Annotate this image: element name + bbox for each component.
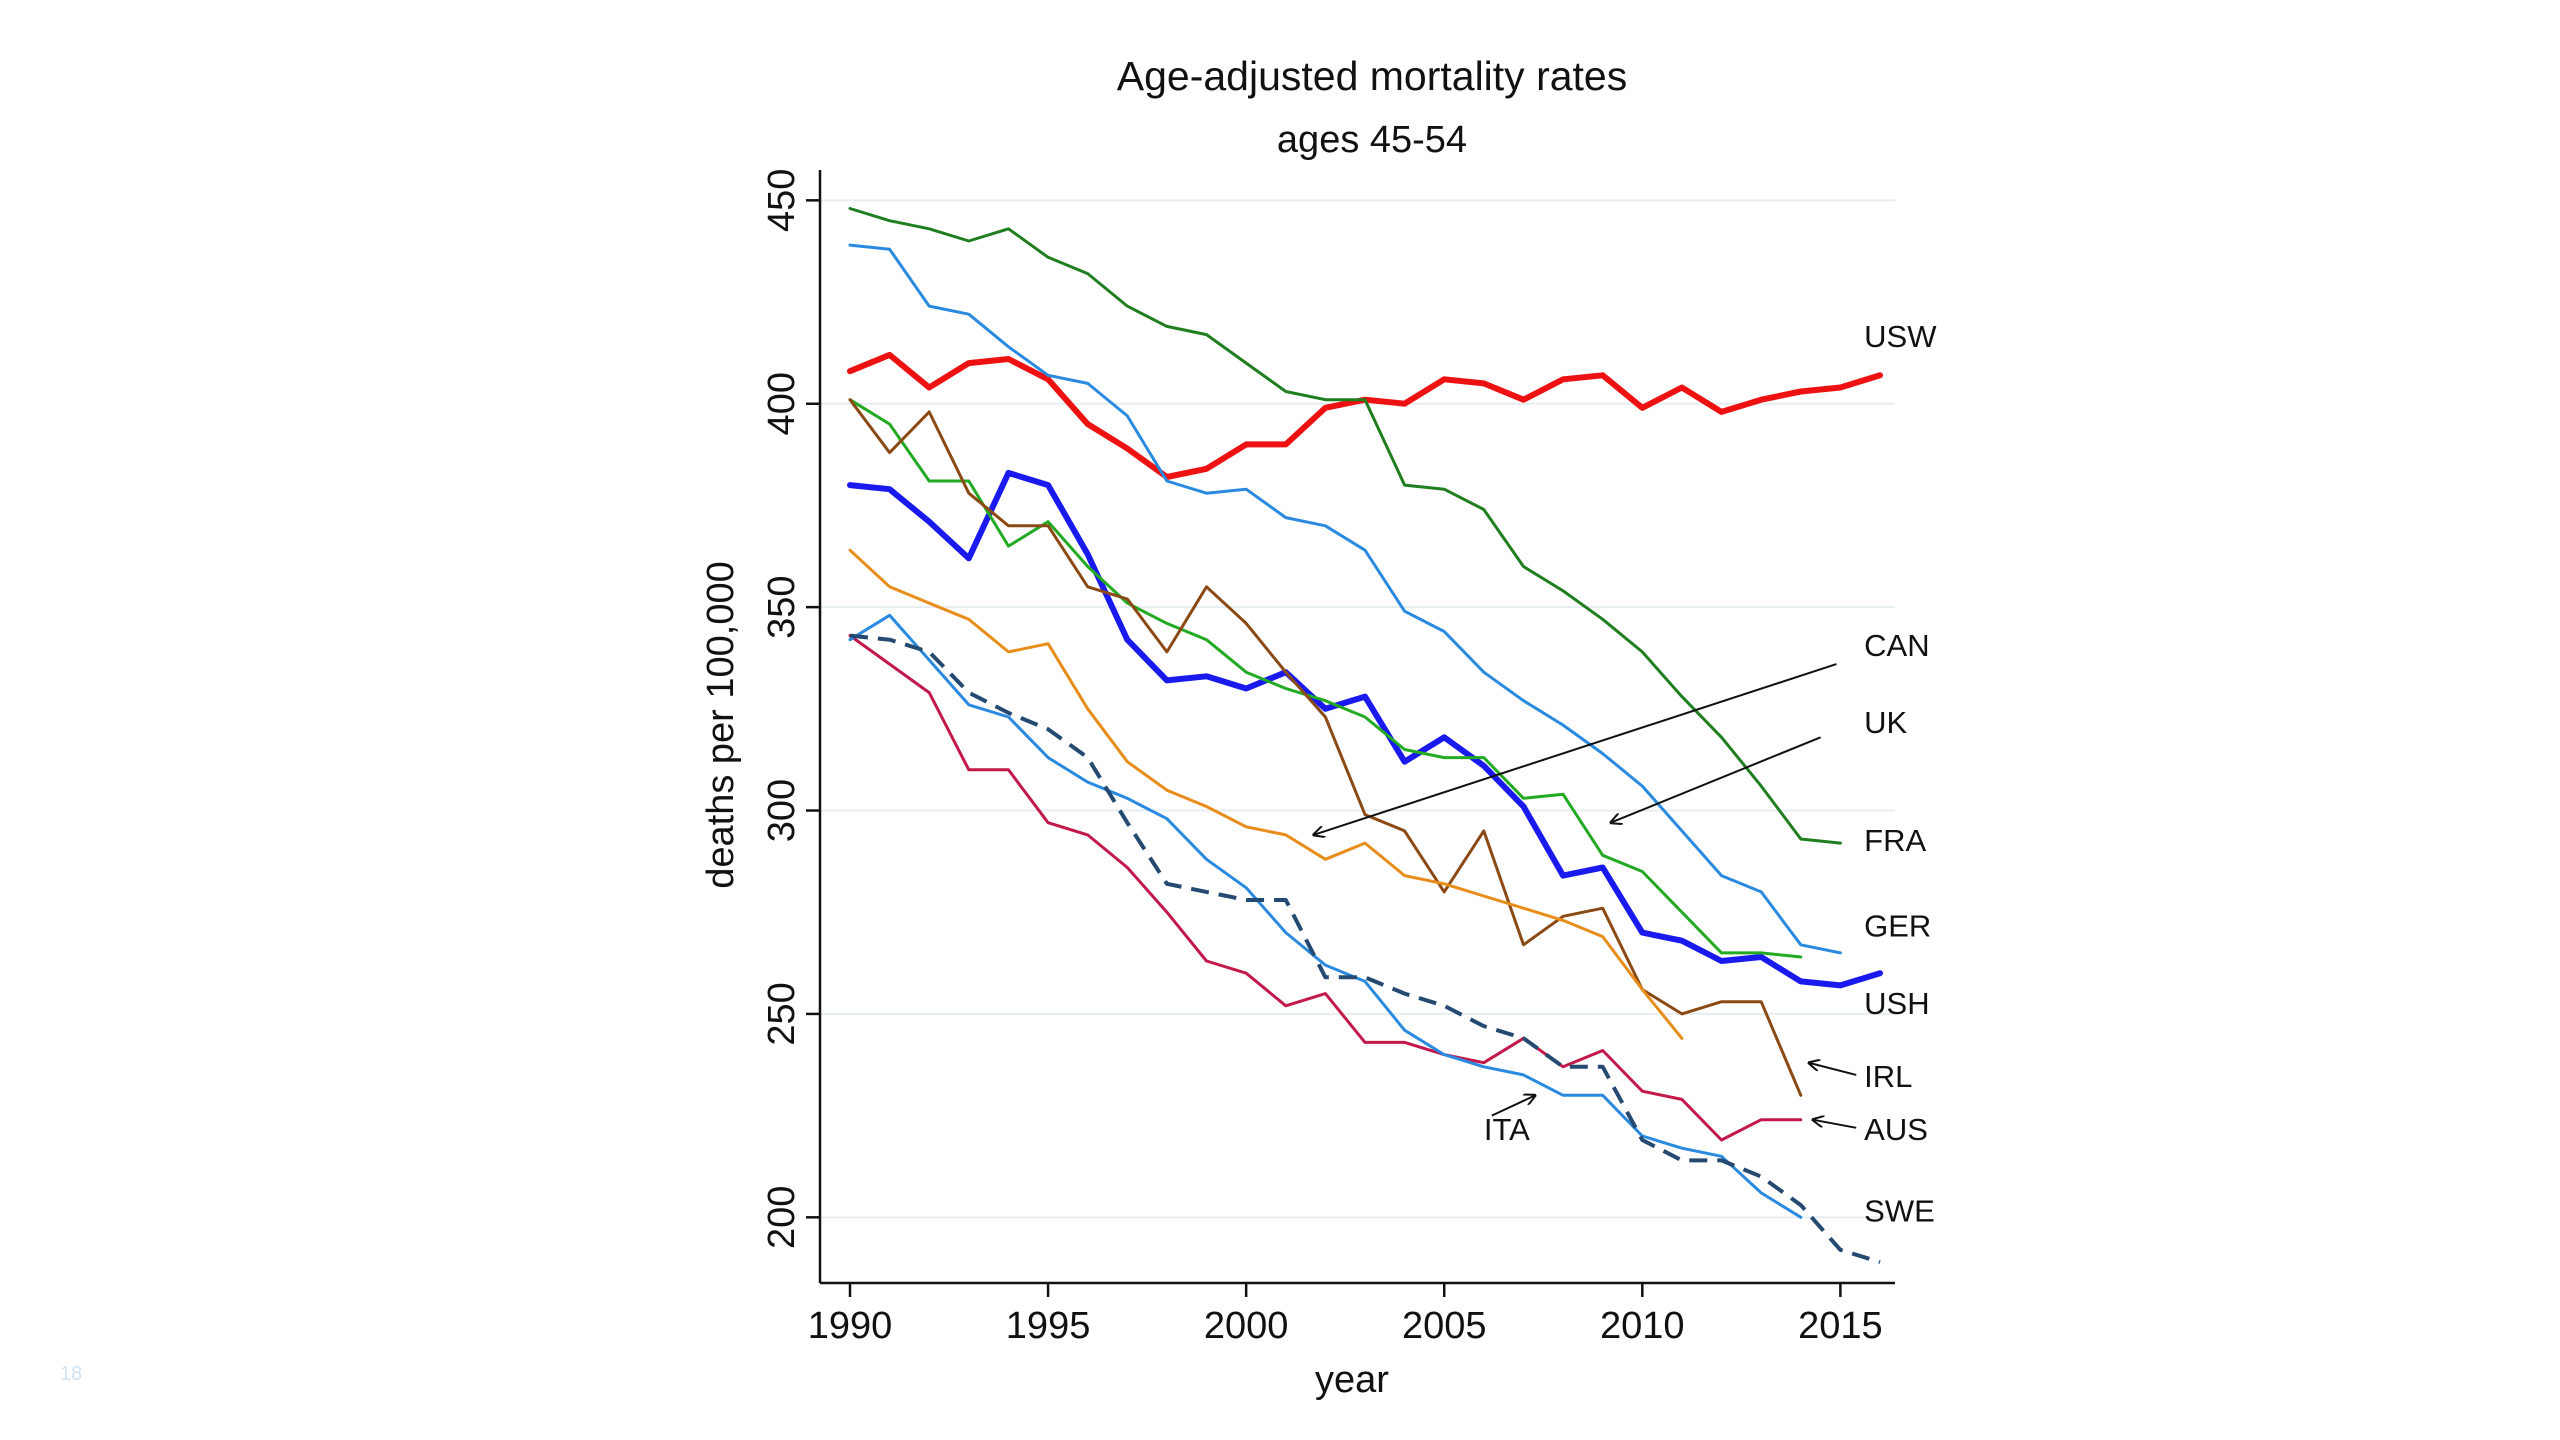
x-tick-label-2000: 2000 [1204, 1305, 1289, 1347]
series-line-aus [848, 634, 1803, 1142]
x-tick-label-1995: 1995 [1006, 1305, 1091, 1347]
label-arrows [1314, 663, 1857, 1129]
series-label-can: CAN [1864, 628, 1929, 663]
series-label-swe: SWE [1864, 1193, 1935, 1228]
series-label-ger: GER [1864, 909, 1931, 944]
x-tick-label-1990: 1990 [808, 1305, 893, 1347]
y-tick-label-200: 200 [761, 1186, 803, 1249]
x-axis-label: year [1315, 1359, 1389, 1401]
series-label-ush: USH [1864, 986, 1929, 1021]
x-tick-label-2015: 2015 [1798, 1305, 1883, 1347]
series-labels: USW CAN UK FRA GER USH IRL AUS SWE ITA [1484, 319, 1937, 1229]
arrow-uk [1611, 736, 1821, 822]
axes: 200 250 300 350 400 450 1990 1995 2000 2005 2010 20… [761, 169, 1895, 1347]
series-label-aus: AUS [1864, 1112, 1928, 1147]
series-line-usw [847, 351, 1883, 480]
series-line-can [848, 548, 1684, 1040]
y-tick-label-450: 450 [761, 169, 803, 232]
series-line-ita [849, 633, 1881, 1265]
series-label-uk: UK [1864, 705, 1907, 740]
series-line-ush [847, 469, 1883, 989]
series-lines [847, 207, 1883, 1265]
series-label-usw: USW [1864, 319, 1937, 354]
series-label-irl: IRL [1864, 1059, 1912, 1094]
y-tick-label-350: 350 [761, 575, 803, 638]
slide-number: 18 [60, 1363, 82, 1385]
chart-subtitle: ages 45-54 [1277, 119, 1467, 161]
series-label-fra: FRA [1864, 823, 1926, 858]
series-label-ita: ITA [1484, 1112, 1530, 1147]
y-tick-label-400: 400 [761, 372, 803, 435]
chart-title: Age-adjusted mortality rates [1117, 53, 1627, 99]
y-tick-label-300: 300 [761, 779, 803, 842]
series-line-ger [848, 243, 1842, 955]
y-axis-label: deaths per 100,000 [700, 561, 742, 889]
series-line-uk [848, 398, 1803, 959]
series-line-fra [848, 207, 1842, 845]
arrow-can [1314, 663, 1837, 835]
x-tick-label-2010: 2010 [1600, 1305, 1685, 1347]
x-tick-label-2005: 2005 [1402, 1305, 1487, 1347]
y-tick-label-250: 250 [761, 982, 803, 1045]
arrow-irl [1809, 1063, 1857, 1076]
arrow-aus [1813, 1120, 1857, 1129]
arrow-ita [1491, 1095, 1536, 1117]
